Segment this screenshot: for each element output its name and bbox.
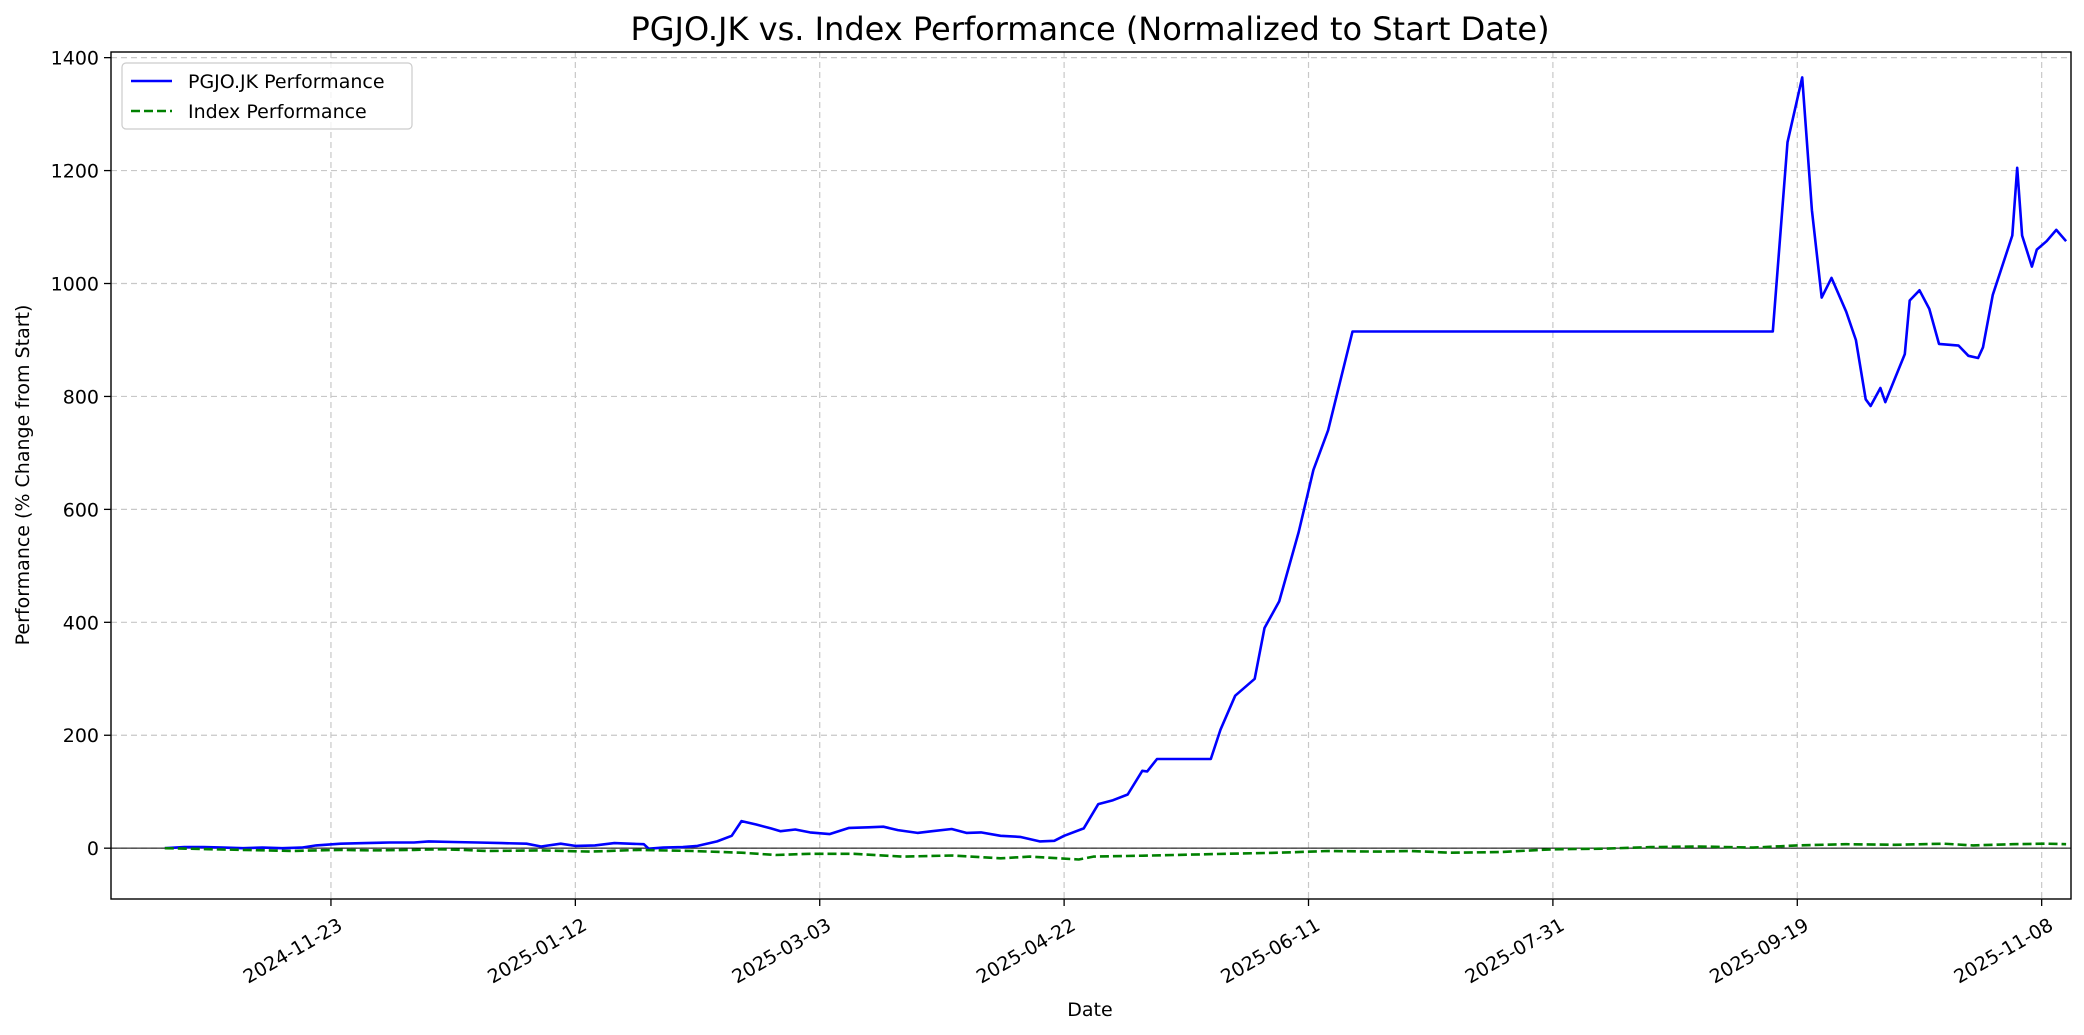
legend-box [121,62,413,130]
x-tick-label: 2025-03-03 [728,914,835,988]
legend: PGJO.JK Performance Index Performance [121,62,413,130]
x-tick-label: 2025-01-12 [484,914,591,988]
y-tick-label: 200 [63,725,99,747]
y-tick-label: 0 [87,838,99,860]
legend-label-pgjo: PGJO.JK Performance [188,71,385,93]
x-tick-label: 2025-07-31 [1462,914,1569,988]
grid [111,52,2071,899]
plot-frame [110,51,2072,900]
x-tick-label: 2025-06-11 [1217,914,1324,988]
x-tick-label: 2024-11-23 [240,914,347,988]
y-tick-label: 1200 [51,161,99,183]
x-tick-label: 2025-09-19 [1706,914,1813,988]
y-axis-label: Performance (% Change from Start) [12,305,34,646]
series-line-pgjo [164,76,2068,851]
y-tick-label: 1000 [51,274,99,296]
y-tick-label: 600 [63,499,99,521]
chart-title: PGJO.JK vs. Index Performance (Normalize… [630,10,1549,48]
legend-label-index: Index Performance [188,101,367,123]
y-tick-label: 400 [63,612,99,634]
series-line-index [164,842,2067,861]
y-tick-label: 800 [63,386,99,408]
y-tick-label: 1400 [51,48,99,70]
series-layer [164,76,2068,861]
x-tick-label: 2025-11-08 [1950,914,2057,988]
x-tick-label: 2025-04-22 [973,914,1080,988]
x-axis-label: Date [1067,999,1112,1021]
